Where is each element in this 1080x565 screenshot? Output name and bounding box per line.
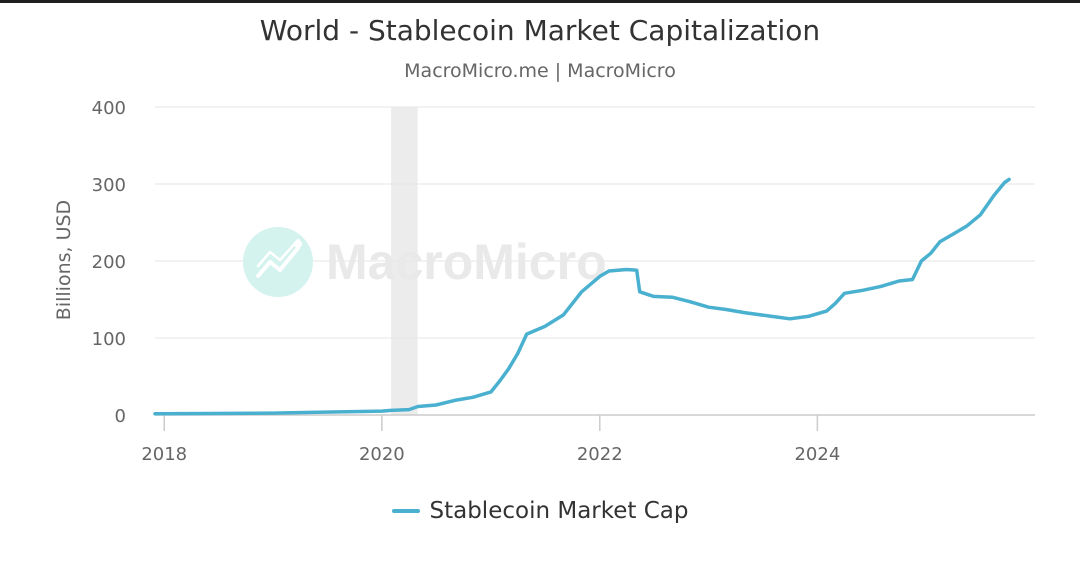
top-border: [0, 0, 1080, 3]
x-tick-label: 2020: [359, 444, 405, 465]
x-tick-label: 2022: [577, 444, 623, 465]
y-tick-label: 0: [115, 406, 126, 427]
axes: 0 100 200 300 400 2018 2020 2022 2024: [92, 98, 1035, 465]
y-tick-label: 200: [92, 252, 126, 273]
chart-subtitle: MacroMicro.me | MacroMicro: [404, 60, 676, 82]
series-line: [153, 177, 1011, 416]
y-tick-label: 300: [92, 175, 126, 196]
x-tick-label: 2024: [794, 444, 840, 465]
legend-label: Stablecoin Market Cap: [429, 498, 689, 524]
chart-title: World - Stablecoin Market Capitalization: [259, 14, 821, 47]
legend-swatch: [391, 509, 420, 513]
x-tick-label: 2018: [141, 444, 187, 465]
chart-trend-icon: [243, 227, 313, 297]
y-tick-label: 100: [92, 329, 126, 350]
legend[interactable]: Stablecoin Market Cap: [0, 498, 1080, 524]
gridlines: [155, 106, 1035, 339]
series-layer: [153, 177, 1011, 416]
y-tick-label: 400: [92, 98, 126, 119]
watermark: MacroMicro: [243, 227, 607, 297]
y-axis-title: Billions, USD: [53, 200, 75, 320]
watermark-text: MacroMicro: [326, 234, 607, 290]
